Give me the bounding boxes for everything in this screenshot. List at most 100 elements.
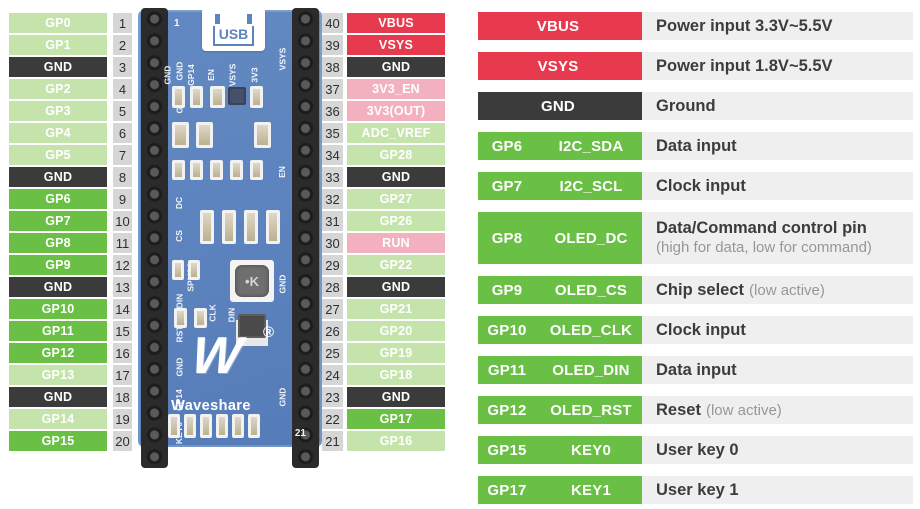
pin-label: GP27	[347, 189, 445, 209]
legend-pin-box: GP10	[478, 316, 536, 344]
pin-label: GP3	[9, 101, 107, 121]
legend-row: GP15 KEY0 User key 0	[478, 436, 913, 464]
legend-function-box: OLED_CS	[544, 276, 638, 304]
pin-label: GP1	[9, 35, 107, 55]
pin-label: GND	[9, 57, 107, 77]
pin-label: GP4	[9, 123, 107, 143]
smd-ic	[228, 87, 246, 105]
pin-row: GP7 10	[9, 211, 132, 231]
pin-header-left	[141, 8, 168, 468]
legend-description: Reset (low active)	[642, 396, 913, 424]
pin-row: GP5 7	[9, 145, 132, 165]
pin-row: 39 VSYS	[322, 35, 445, 55]
pin-row: GP4 6	[9, 123, 132, 143]
silkscreen-label-clk: CLK	[207, 304, 218, 322]
pin-number: 28	[322, 277, 343, 297]
legend-description: Power input 1.8V~5.5V	[642, 52, 913, 80]
pin-number: 6	[113, 123, 132, 143]
legend-description: Chip select (low active)	[642, 276, 913, 304]
legend-pin-box: GP6	[478, 132, 536, 160]
ic-marking: •K	[235, 265, 269, 297]
pin-row: 21 GP16	[322, 431, 445, 451]
pin-row: GP1 2	[9, 35, 132, 55]
legend-description-note: (high for data, low for command)	[656, 238, 872, 256]
oled-driver-ic: •K	[230, 260, 274, 302]
pin-number: 16	[113, 343, 132, 363]
legend-pin-box: GND	[478, 92, 638, 120]
silkscreen-label: RST	[174, 325, 184, 343]
pin-label: GP0	[9, 13, 107, 33]
silkscreen-label: GP14	[186, 64, 197, 86]
legend-description-note: (low active)	[705, 401, 782, 419]
pin-number: 11	[113, 233, 132, 253]
silkscreen-label: DIN	[173, 294, 184, 309]
pin-label: 3V3(OUT)	[347, 101, 445, 121]
pin-number: 32	[322, 189, 343, 209]
pin-number: 13	[113, 277, 132, 297]
pin-number: 4	[113, 79, 132, 99]
legend-row: GP10 OLED_CLK Clock input	[478, 316, 913, 344]
smd-component	[222, 210, 236, 244]
pin-label: GP16	[347, 431, 445, 451]
pin-row: 25 GP19	[322, 343, 445, 363]
pin-number: 12	[113, 255, 132, 275]
legend-description-main: User key 1	[656, 480, 739, 499]
pin-function-legend: VBUS Power input 3.3V~5.5V VSYS Power in…	[478, 12, 913, 504]
pin-number: 24	[322, 365, 343, 385]
legend-description-main: Ground	[656, 96, 716, 115]
legend-description: User key 0	[642, 436, 913, 464]
legend-function-box: OLED_CLK	[544, 316, 638, 344]
pin-header-right	[292, 8, 319, 468]
pin-label: 3V3_EN	[347, 79, 445, 99]
pin-label: GP5	[9, 145, 107, 165]
smd-component	[248, 414, 260, 438]
brand-text: Waveshare	[171, 398, 251, 414]
smd-component	[172, 260, 184, 280]
pin-number: 27	[322, 299, 343, 319]
legend-description-main: Clock input	[656, 176, 746, 195]
pin-number: 35	[322, 123, 343, 143]
legend-row: GP17 KEY1 User key 1	[478, 476, 913, 504]
smd-component	[174, 308, 187, 328]
pin-label: RUN	[347, 233, 445, 253]
pin-row: 35 ADC_VREF	[322, 123, 445, 143]
silkscreen-label: 3V3	[249, 67, 260, 83]
smd-component	[200, 210, 214, 244]
smd-component	[254, 122, 271, 148]
pin-number: 8	[113, 167, 132, 187]
legend-function-box: I2C_SDA	[544, 132, 638, 160]
pin-number: 34	[322, 145, 343, 165]
pin-label: GP11	[9, 321, 107, 341]
silkscreen-label: GND	[174, 61, 185, 81]
pin-row: 28 GND	[322, 277, 445, 297]
legend-description-main: Data input	[656, 360, 737, 379]
pin-label: GP22	[347, 255, 445, 275]
legend-description-main: User key 0	[656, 440, 739, 459]
legend-function-box: OLED_DIN	[544, 356, 638, 384]
pin-label: GP2	[9, 79, 107, 99]
legend-row: GP9 OLED_CS Chip select (low active)	[478, 276, 913, 304]
pin-number: 10	[113, 211, 132, 231]
silkscreen-label: GND	[277, 274, 288, 294]
pin-row: 34 GP28	[322, 145, 445, 165]
smd-component	[230, 160, 243, 180]
silkscreen-pin21: 21	[294, 428, 306, 439]
pin-row: GP9 12	[9, 255, 132, 275]
smd-component	[172, 122, 189, 148]
legend-description: Data/Command control pin (high for data, …	[642, 212, 913, 264]
pin-number: 33	[322, 167, 343, 187]
pin-label: GP20	[347, 321, 445, 341]
legend-row: GP6 I2C_SDA Data input	[478, 132, 913, 160]
silkscreen-label: GND	[174, 357, 185, 377]
left-pin-column: GP0 1 GP1 2 GND 3 GP2 4 GP3 5	[9, 13, 132, 451]
pin-row: GND 18	[9, 387, 132, 407]
pin-number: 9	[113, 189, 132, 209]
pin-row: 38 GND	[322, 57, 445, 77]
pin-number: 39	[322, 35, 343, 55]
pin-label: VBUS	[347, 13, 445, 33]
registered-mark-icon: ®	[262, 324, 274, 341]
legend-pin-box: GP15	[478, 436, 536, 464]
pin-label: GP26	[347, 211, 445, 231]
pin-row: GND 8	[9, 167, 132, 187]
